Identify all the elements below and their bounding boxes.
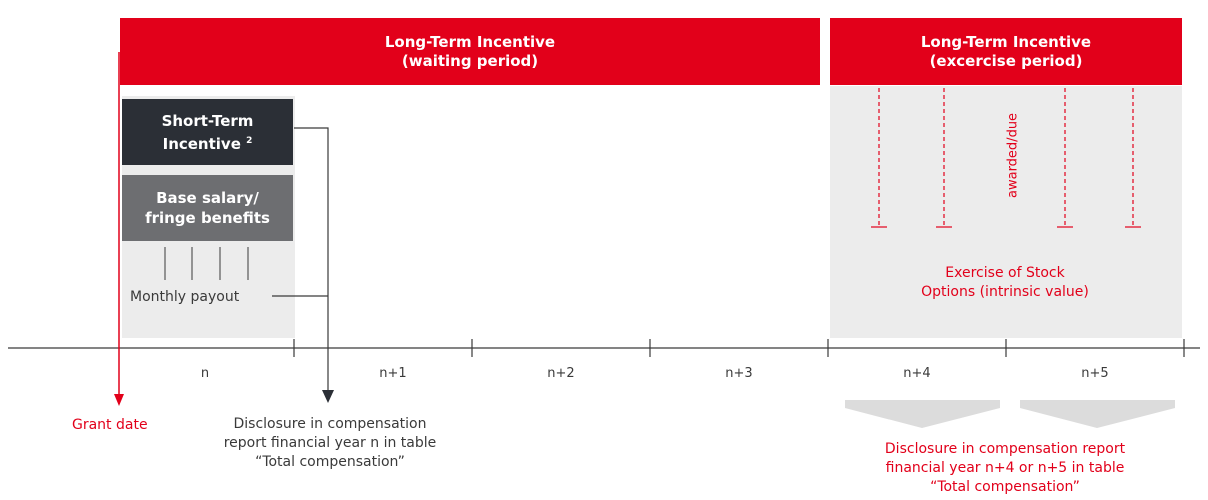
exercise-options-label: Exercise of Stock Options (intrinsic val…: [880, 264, 1130, 302]
lti-waiting-title: Long-Term Incentive: [384, 32, 556, 51]
lti-exercise-period-bar: Long-Term Incentive (excercise period): [830, 18, 1182, 85]
disclosure-right-line1: Disclosure in compensation report: [884, 441, 1126, 457]
lti-exercise-title: Long-Term Incentive: [920, 32, 1092, 51]
disclosure-left-line3: “Total compensation”: [255, 454, 405, 470]
monthly-payout-label: Monthly payout: [130, 289, 240, 305]
disclosure-right-line2: financial year n+4 or n+5 in table: [885, 460, 1125, 476]
disclosure-right-line3: “Total compensation”: [930, 479, 1080, 495]
disclosure-left-caption: Disclosure in compensation report financ…: [185, 415, 475, 472]
lti-exercise-subtitle: (excercise period): [929, 51, 1083, 70]
chevron-n4-icon: [845, 400, 1000, 428]
year-label-n5: n+5: [1081, 366, 1109, 381]
lti-waiting-period-bar: Long-Term Incentive (waiting period): [120, 18, 820, 85]
chevron-n5-icon: [1020, 400, 1175, 428]
sti-label-line1: Short-Term: [161, 111, 254, 130]
sti-label-line2: Incentive 2: [162, 134, 253, 153]
year-label-n: n: [200, 366, 210, 381]
exercise-options-line1: Exercise of Stock: [945, 265, 1065, 281]
exercise-options-line2: Options (intrinsic value): [921, 284, 1089, 300]
sti-connector: [294, 127, 329, 390]
base-salary-box: Base salary/ fringe benefits: [122, 175, 293, 241]
disclosure-right-caption: Disclosure in compensation report financ…: [830, 440, 1180, 497]
year-label-n1: n+1: [379, 366, 407, 381]
timeline-ticks: [293, 339, 1185, 357]
grant-date-label: Grant date: [72, 417, 148, 433]
base-salary-line1: Base salary/: [156, 189, 259, 207]
disclosure-left-line2: report financial year n in table: [223, 435, 437, 451]
sti-footnote: 2: [246, 135, 253, 146]
lti-waiting-subtitle: (waiting period): [401, 51, 539, 70]
year-label-n3: n+3: [725, 366, 753, 381]
monthly-payout-ticks: [164, 247, 249, 280]
exercise-dashed-lines: [871, 88, 1141, 228]
grant-date-arrow-head: [114, 394, 124, 406]
base-salary-line2: fringe benefits: [145, 209, 270, 227]
short-term-incentive-box: Short-Term Incentive 2: [122, 99, 293, 165]
exercise-period-background: [830, 86, 1182, 338]
year-label-n4: n+4: [903, 366, 931, 381]
year-label-n2: n+2: [547, 366, 575, 381]
disclosure-left-line1: Disclosure in compensation: [233, 416, 427, 432]
disclosure-arrow-head: [322, 390, 334, 403]
